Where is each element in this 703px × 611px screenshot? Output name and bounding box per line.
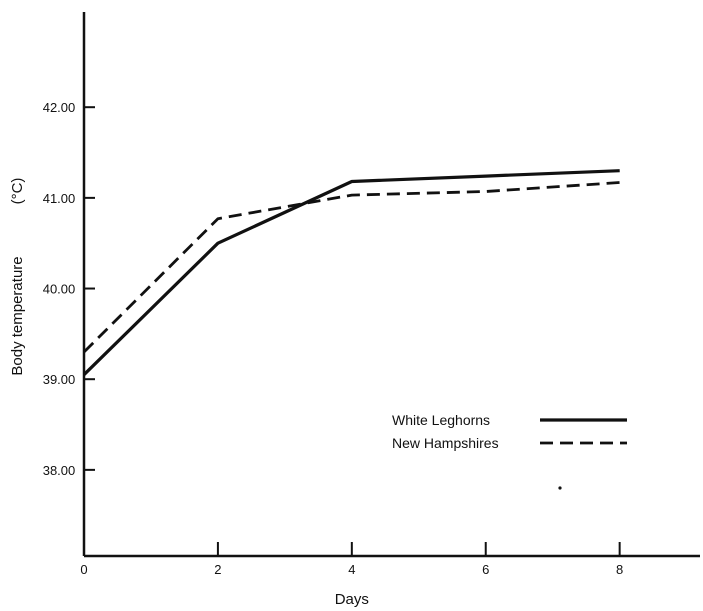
y-tick-label: 38.00 xyxy=(43,463,76,478)
y-tick-label: 39.00 xyxy=(43,372,76,387)
series-line-new-hampshires xyxy=(83,181,620,353)
legend-label-white-leghorns: White Leghorns xyxy=(392,412,490,428)
x-ticks: 0 2 4 6 8 xyxy=(80,542,623,577)
legend-label-new-hampshires: New Hampshires xyxy=(392,435,499,451)
y-tick-label: 40.00 xyxy=(43,282,76,297)
x-tick-label: 6 xyxy=(482,562,489,577)
x-tick-label: 4 xyxy=(348,562,355,577)
axes xyxy=(82,12,700,558)
x-tick-label: 0 xyxy=(80,562,87,577)
series-layer xyxy=(82,169,620,376)
x-tick-label: 2 xyxy=(214,562,221,577)
stray-dot xyxy=(558,486,562,490)
legend: White Leghorns New Hampshires xyxy=(392,412,627,451)
y-axis-title: Body temperature xyxy=(9,256,26,375)
series-line-white-leghorns xyxy=(82,169,620,376)
y-axis-unit: (°C) xyxy=(9,178,26,205)
y-tick-label: 41.00 xyxy=(43,191,76,206)
x-tick-label: 8 xyxy=(616,562,623,577)
y-tick-label: 42.00 xyxy=(43,100,76,115)
x-axis-title: Days xyxy=(335,591,369,608)
y-ticks: 38.00 39.00 40.00 41.00 42.00 xyxy=(43,100,95,478)
